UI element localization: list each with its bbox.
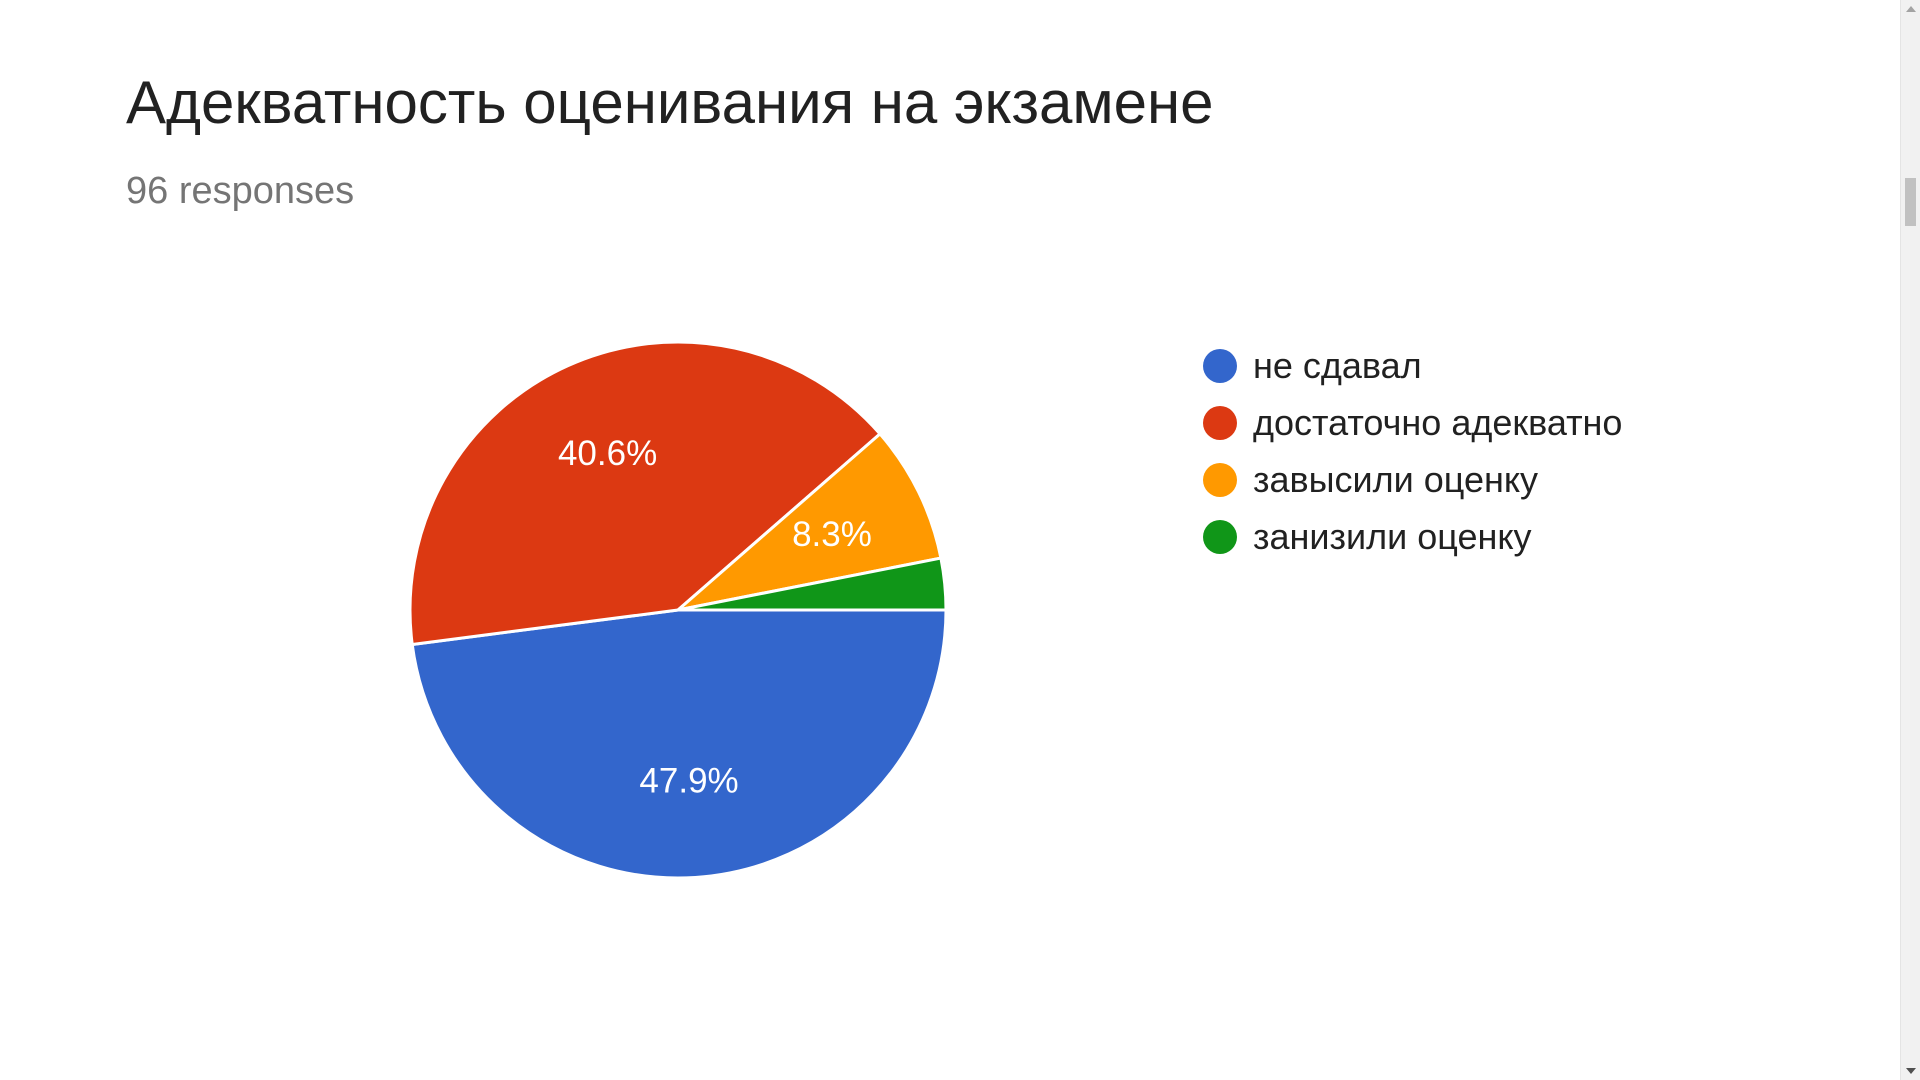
legend-label: завысили оценку [1253,458,1539,500]
chart-legend: не сдавал достаточно адекватно завысили оц… [1203,337,1622,565]
legend-swatch-icon [1203,462,1237,497]
vertical-scrollbar[interactable] [1900,0,1920,1080]
legend-item-1[interactable]: достаточно адекватно [1203,394,1622,451]
pie-slice-2[interactable] [676,432,943,612]
legend-item-3[interactable]: занизили оценку [1203,508,1622,565]
pie-slice-label-0: 47.9% [639,762,738,801]
legend-label: достаточно адекватно [1253,401,1623,443]
pie-slice-1[interactable] [408,340,882,646]
pie-slice-3[interactable] [676,556,948,612]
scroll-up-arrow-icon[interactable] [1906,6,1916,12]
page-title: Адекватность оценивания на экзамене [126,69,1214,136]
legend-label: занизили оценку [1253,515,1532,557]
legend-item-2[interactable]: завысили оценку [1203,451,1622,508]
scroll-thumb[interactable] [1905,178,1916,226]
scroll-down-arrow-icon[interactable] [1906,1068,1916,1074]
pie-slice-label-1: 40.6% [558,434,657,473]
legend-swatch-icon [1203,405,1237,440]
pie-slice-0[interactable] [410,608,948,880]
legend-item-0[interactable]: не сдавал [1203,337,1622,394]
pie-slice-label-2: 8.3% [792,515,872,554]
legend-swatch-icon [1203,348,1237,383]
legend-label: не сдавал [1253,344,1422,386]
response-count: 96 responses [126,170,355,212]
legend-swatch-icon [1203,519,1237,554]
